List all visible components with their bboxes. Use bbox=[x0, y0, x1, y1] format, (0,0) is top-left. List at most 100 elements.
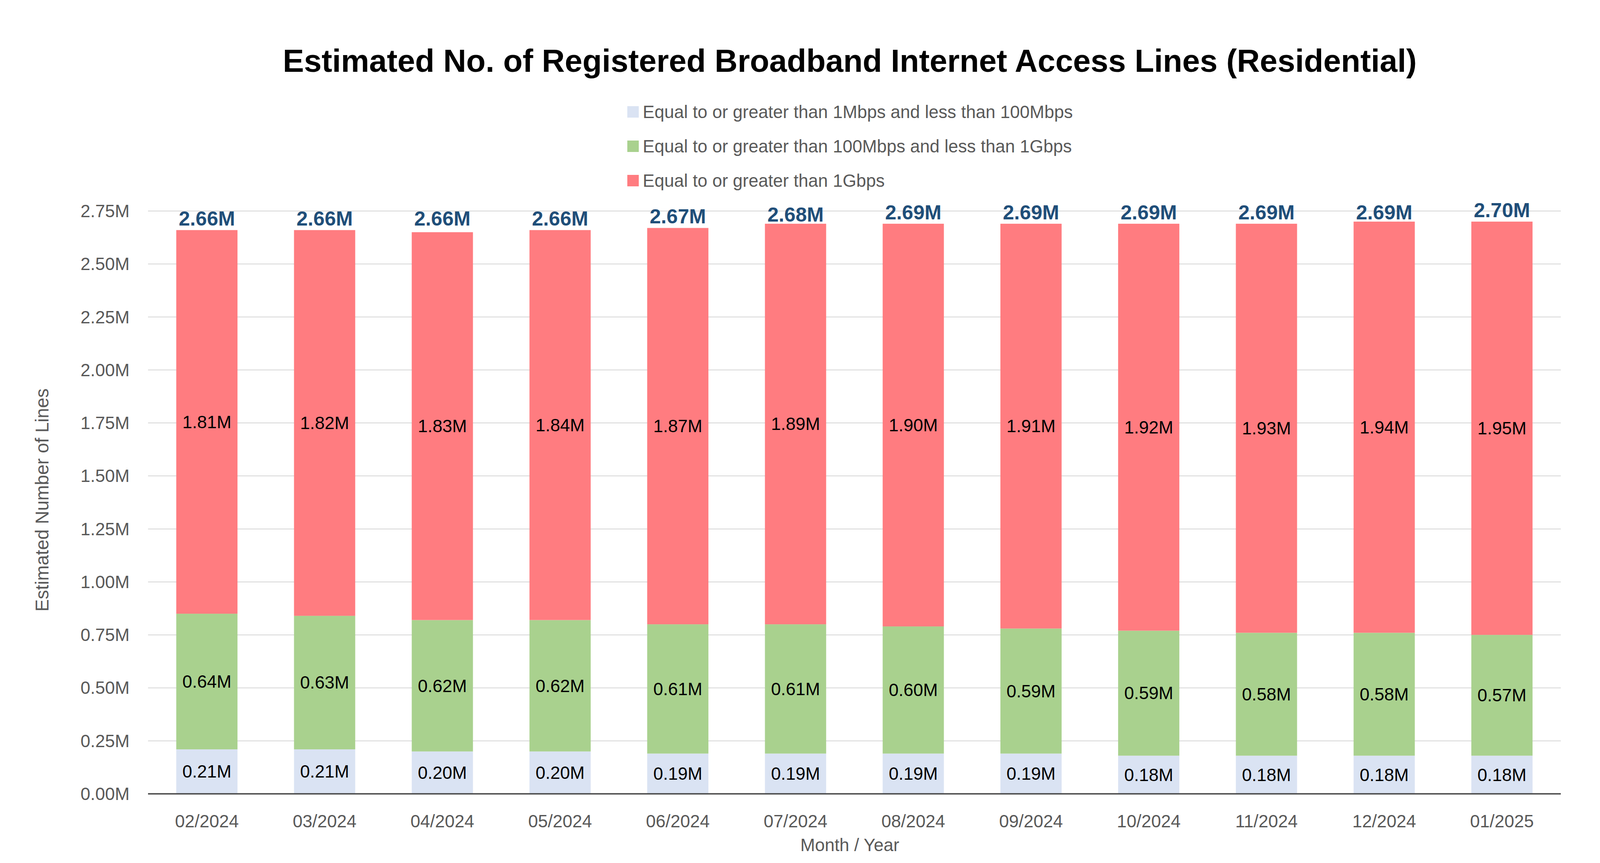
data-label: 1.82M bbox=[300, 413, 349, 433]
bars bbox=[176, 221, 1533, 794]
y-tick-label: 2.00M bbox=[80, 360, 130, 380]
x-tick-label: 03/2024 bbox=[292, 811, 357, 831]
bar-segment bbox=[176, 749, 238, 794]
data-label: 0.18M bbox=[1241, 765, 1291, 785]
grid-line bbox=[148, 793, 1561, 795]
total-label: 2.70M bbox=[1473, 198, 1530, 222]
bar-segment bbox=[764, 753, 826, 794]
legend-label: Equal to or greater than 100Mbps and les… bbox=[642, 136, 1072, 156]
bar-segment bbox=[176, 613, 238, 750]
grid bbox=[148, 211, 1561, 794]
data-label: 1.84M bbox=[535, 415, 585, 435]
y-tick-label: 0.75M bbox=[80, 625, 130, 645]
grid-line bbox=[148, 528, 1561, 530]
bar-segment bbox=[1471, 634, 1533, 756]
y-tick-label: 1.00M bbox=[80, 572, 130, 592]
x-tick-label: 01/2025 bbox=[1470, 811, 1534, 831]
legend-swatch bbox=[627, 174, 639, 187]
data-label: 1.81M bbox=[182, 412, 232, 432]
total-label: 2.69M bbox=[1355, 200, 1413, 224]
bar-segment bbox=[293, 229, 356, 616]
bar-segment bbox=[529, 751, 591, 794]
data-label: 1.91M bbox=[1006, 416, 1056, 436]
x-tick-label: 05/2024 bbox=[528, 811, 593, 831]
bar-segment bbox=[411, 751, 474, 794]
y-tick-label: 2.25M bbox=[80, 307, 130, 327]
bar-segment bbox=[764, 223, 826, 625]
y-tick-label: 0.00M bbox=[80, 784, 130, 804]
chart: Estimated No. of Registered Broadband In… bbox=[0, 0, 1600, 863]
data-label: 1.87M bbox=[653, 416, 703, 436]
legend-label: Equal to or greater than 1Mbps and less … bbox=[642, 102, 1073, 122]
data-label: 0.62M bbox=[535, 676, 585, 696]
bar-segment bbox=[882, 223, 945, 627]
grid-line bbox=[148, 263, 1561, 265]
grid-line bbox=[148, 369, 1561, 371]
bar-segment bbox=[1118, 630, 1180, 756]
bar-segment bbox=[647, 624, 709, 754]
x-tick-label: 02/2024 bbox=[174, 811, 239, 831]
data-label: 0.18M bbox=[1477, 765, 1527, 785]
grid-line bbox=[148, 687, 1561, 689]
total-label: 2.69M bbox=[885, 200, 942, 224]
y-tick-label: 0.50M bbox=[80, 677, 130, 698]
data-label: 0.18M bbox=[1359, 765, 1409, 785]
legend-label: Equal to or greater than 1Gbps bbox=[642, 170, 885, 191]
y-tick-label: 1.50M bbox=[80, 466, 130, 486]
data-label: 1.90M bbox=[888, 415, 938, 435]
bar-segment bbox=[411, 620, 474, 752]
bar-segment bbox=[1118, 755, 1180, 794]
y-tick-label: 1.75M bbox=[80, 413, 130, 433]
title: Estimated No. of Registered Broadband In… bbox=[282, 43, 1417, 79]
x-tick-label: 11/2024 bbox=[1235, 811, 1298, 831]
data-label: 0.59M bbox=[1006, 681, 1056, 701]
y-tick-label: 1.25M bbox=[80, 519, 130, 539]
bar-segment bbox=[1235, 223, 1297, 634]
data-label: 0.58M bbox=[1359, 684, 1409, 704]
grid-line bbox=[148, 210, 1561, 212]
grid-line bbox=[148, 316, 1561, 318]
data-label: 0.21M bbox=[182, 761, 232, 782]
data-label: 0.19M bbox=[770, 763, 820, 784]
bar-segment bbox=[529, 229, 591, 620]
data-label: 0.19M bbox=[653, 763, 703, 784]
legend-swatch bbox=[627, 140, 639, 152]
data-label: 1.89M bbox=[770, 414, 820, 434]
data-label: 1.94M bbox=[1359, 417, 1409, 438]
data-label: 0.61M bbox=[653, 679, 703, 699]
data-label: 0.63M bbox=[300, 672, 349, 693]
grid-line bbox=[148, 475, 1561, 477]
bar-segment bbox=[293, 749, 356, 794]
total-label: 2.69M bbox=[1002, 200, 1060, 224]
total-label: 2.69M bbox=[1238, 200, 1295, 224]
data-label: 0.59M bbox=[1124, 683, 1174, 703]
total-label: 2.66M bbox=[296, 207, 353, 230]
x-tick-label: 07/2024 bbox=[763, 811, 828, 831]
bar-segment bbox=[1000, 753, 1062, 794]
x-axis-line bbox=[148, 793, 1561, 795]
bar-segment bbox=[1353, 755, 1415, 794]
grid-line bbox=[148, 740, 1561, 742]
bar-segment bbox=[1235, 755, 1297, 794]
bar-segment bbox=[293, 615, 356, 750]
data-label: 0.20M bbox=[418, 762, 467, 783]
bar-segment bbox=[647, 753, 709, 794]
legend: Equal to or greater than 1Mbps and less … bbox=[627, 102, 1073, 191]
bar-segment bbox=[1471, 221, 1533, 635]
bar-segment bbox=[764, 624, 826, 754]
x-tick-label: 09/2024 bbox=[999, 811, 1063, 831]
bar-segment bbox=[1118, 223, 1180, 631]
grid-line bbox=[148, 422, 1561, 424]
data-label: 0.58M bbox=[1241, 684, 1291, 704]
total-label: 2.67M bbox=[649, 204, 707, 228]
legend-swatch bbox=[627, 106, 639, 118]
data-label: 0.21M bbox=[300, 761, 349, 782]
x-tick-label: 10/2024 bbox=[1116, 811, 1181, 831]
bar-segment bbox=[176, 229, 238, 614]
x-tick-label: 08/2024 bbox=[881, 811, 946, 831]
bar-segment bbox=[647, 227, 709, 625]
y-tick-label: 2.75M bbox=[80, 201, 130, 221]
data-label: 0.60M bbox=[888, 680, 938, 700]
bar-segment bbox=[1353, 221, 1415, 633]
total-label: 2.66M bbox=[531, 207, 589, 230]
